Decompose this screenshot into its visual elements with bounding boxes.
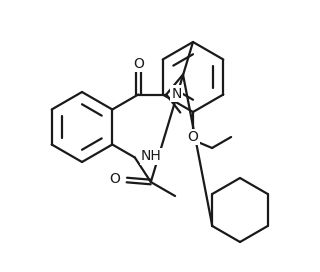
Text: NH: NH — [141, 150, 162, 163]
Text: O: O — [133, 57, 144, 70]
Text: O: O — [188, 130, 198, 144]
Text: N: N — [171, 86, 182, 100]
Text: O: O — [109, 172, 120, 186]
